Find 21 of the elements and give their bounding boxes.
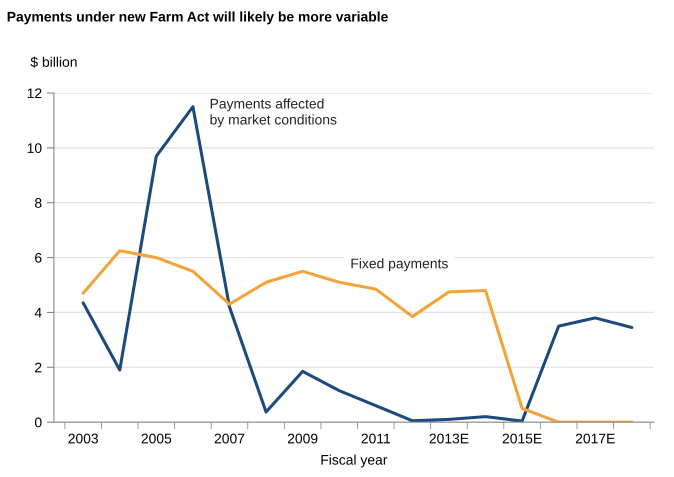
y-tick-label: 12: [28, 88, 42, 98]
x-tick-label: 2013E: [430, 434, 468, 444]
x-axis-title: Fiscal year: [321, 454, 388, 468]
x-tick-label: 2005: [142, 434, 172, 444]
y-tick-label: 6: [35, 252, 42, 263]
y-tick-label: 0: [34, 417, 42, 428]
x-tick-label: 2003: [68, 434, 98, 444]
y-tick-label: 2: [35, 362, 42, 372]
line-series: [82, 249, 634, 422]
series-label: Fixed payments: [351, 258, 448, 272]
x-tick-label: 2007: [214, 434, 244, 444]
x-tick-label: 2017E: [576, 434, 615, 444]
chart-title: Payments under new Farm Act will likely be more variable: [8, 11, 388, 24]
series-label: Payments affected by market conditions: [210, 98, 336, 128]
y-tick-label: 4: [34, 308, 42, 318]
y-tick-label: 10: [28, 143, 42, 154]
y-tick-label: 8: [34, 198, 42, 208]
x-tick-label: 2011: [362, 434, 390, 444]
x-tick-label: 2009: [288, 434, 318, 444]
y-axis-title: $ billion: [30, 56, 77, 68]
x-tick-label: 2015E: [502, 434, 542, 444]
